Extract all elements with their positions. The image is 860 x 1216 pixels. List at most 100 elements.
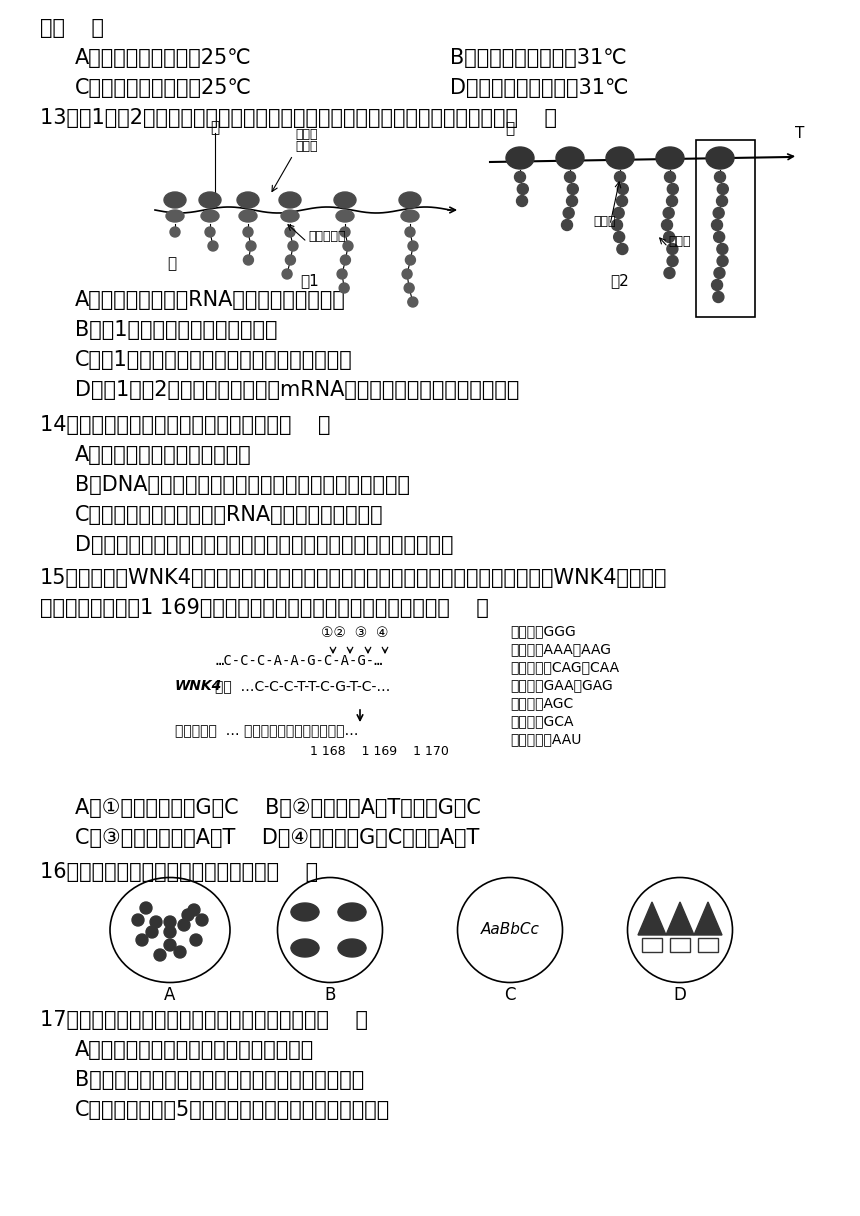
Ellipse shape [336,210,354,223]
Circle shape [288,241,298,250]
Circle shape [402,269,412,278]
Bar [642,938,662,952]
Circle shape [717,243,728,254]
Circle shape [190,934,202,946]
Circle shape [615,171,625,182]
Text: B．与长翅果蝇杂交，31℃: B．与长翅果蝇杂交，31℃ [450,47,627,68]
Text: 基因  …C-C-C-T-T-C-G-T-C-…: 基因 …C-C-C-T-T-C-G-T-C-… [215,679,390,693]
Circle shape [146,927,158,938]
Circle shape [564,171,575,182]
Text: B．DNA分子中碱基发生增添、缺失或替换就是基因突变: B．DNA分子中碱基发生增添、缺失或替换就是基因突变 [75,475,410,495]
Ellipse shape [556,147,584,169]
Text: 谷氨酰胺：CAG、CAA: 谷氨酰胺：CAG、CAA [510,660,619,674]
Text: 丙氨酸：GCA: 丙氨酸：GCA [510,714,574,728]
Circle shape [243,255,254,265]
Circle shape [178,919,190,931]
Text: AaBbCc: AaBbCc [481,923,539,938]
Text: 丝氨酸：AGC: 丝氨酸：AGC [510,696,574,710]
Circle shape [404,283,415,293]
Polygon shape [291,939,319,948]
Circle shape [174,946,186,958]
Text: C．基因突变可以发生在以RNA为遗传物质的病毒中: C．基因突变可以发生在以RNA为遗传物质的病毒中 [75,505,384,525]
Circle shape [714,231,725,242]
Circle shape [136,934,148,946]
Circle shape [713,292,724,303]
Text: 核糖体: 核糖体 [593,215,616,229]
Bar [670,938,690,952]
Circle shape [140,902,152,914]
Ellipse shape [656,147,684,169]
Circle shape [282,269,292,278]
Polygon shape [338,903,366,912]
Text: A: A [164,986,175,1004]
Circle shape [661,220,673,231]
Circle shape [243,227,253,237]
Circle shape [343,241,353,250]
Circle shape [617,243,628,254]
Ellipse shape [239,210,257,223]
Polygon shape [694,902,722,935]
Circle shape [611,220,623,231]
Text: 图2: 图2 [611,274,630,288]
Text: 丙: 丙 [506,122,514,136]
Text: A．染色体之间的交换属于染色体结构变异: A．染色体之间的交换属于染色体结构变异 [75,1040,314,1060]
Circle shape [337,269,347,278]
Circle shape [665,171,675,182]
Text: 15．下图为人WNK4基因部分碱基序列及其编码蛋白质的部分氨基酸序列示意图。已知WNK4基因发生: 15．下图为人WNK4基因部分碱基序列及其编码蛋白质的部分氨基酸序列示意图。已知… [40,568,667,589]
Circle shape [246,241,256,250]
Bar [698,938,718,952]
Circle shape [715,171,726,182]
Circle shape [154,948,166,961]
Circle shape [713,208,724,219]
Circle shape [208,241,218,250]
Text: 天冬酰胺：AAU: 天冬酰胺：AAU [510,732,581,745]
Polygon shape [338,912,366,921]
Circle shape [182,910,194,921]
Ellipse shape [606,147,634,169]
Polygon shape [291,903,319,912]
Text: 1 168    1 169    1 170: 1 168 1 169 1 170 [310,745,449,758]
Text: 赖氨酸：AAA、AAG: 赖氨酸：AAA、AAG [510,642,611,655]
Circle shape [667,184,679,195]
Text: C．③处缺失碱基对A－T    D．④处碱基对G－C替换为A－T: C．③处缺失碱基对A－T D．④处碱基对G－C替换为A－T [75,828,479,848]
Circle shape [517,196,527,207]
Circle shape [285,227,295,237]
Ellipse shape [237,192,259,208]
Circle shape [717,255,728,266]
Text: C．猫叫综合征是5号染色体部分缺失引起的一种遗传病: C．猫叫综合征是5号染色体部分缺失引起的一种遗传病 [75,1100,390,1120]
Text: 多肽链: 多肽链 [295,140,317,153]
Text: 多肽链: 多肽链 [668,235,691,248]
Circle shape [339,283,349,293]
Text: 图1: 图1 [301,274,319,288]
Text: C: C [504,986,516,1004]
Circle shape [617,184,629,195]
Text: ①②  ③  ④: ①② ③ ④ [322,626,389,640]
Polygon shape [291,948,319,957]
Text: 甘氨酸：GGG: 甘氨酸：GGG [510,624,575,638]
Text: 是（    ）: 是（ ） [40,18,104,38]
Circle shape [164,939,176,951]
Ellipse shape [706,147,734,169]
Circle shape [567,196,578,207]
Circle shape [666,196,678,207]
Polygon shape [338,948,366,957]
Circle shape [664,268,675,278]
Text: C．与残翅果蝇杂交，25℃: C．与残翅果蝇杂交，25℃ [75,78,252,98]
Circle shape [170,227,180,237]
Circle shape [663,208,674,219]
Ellipse shape [281,210,299,223]
Ellipse shape [164,192,186,208]
Circle shape [714,268,725,278]
Text: A．①处插入碱基对G－C    B．②处碱基对A－T替换为G－C: A．①处插入碱基对G－C B．②处碱基对A－T替换为G－C [75,798,481,818]
Circle shape [717,184,728,195]
Text: D: D [673,986,686,1004]
Polygon shape [638,902,666,935]
Text: B．图1中乙的移动方向为从右向左: B．图1中乙的移动方向为从右向左 [75,320,278,340]
Text: C．图1合成的多肽链的氨基酸排列顺序各不相同: C．图1合成的多肽链的氨基酸排列顺序各不相同 [75,350,353,370]
Circle shape [132,914,144,927]
Circle shape [614,231,624,242]
Circle shape [563,208,574,219]
Circle shape [341,255,350,265]
Circle shape [196,914,208,927]
Circle shape [613,208,624,219]
